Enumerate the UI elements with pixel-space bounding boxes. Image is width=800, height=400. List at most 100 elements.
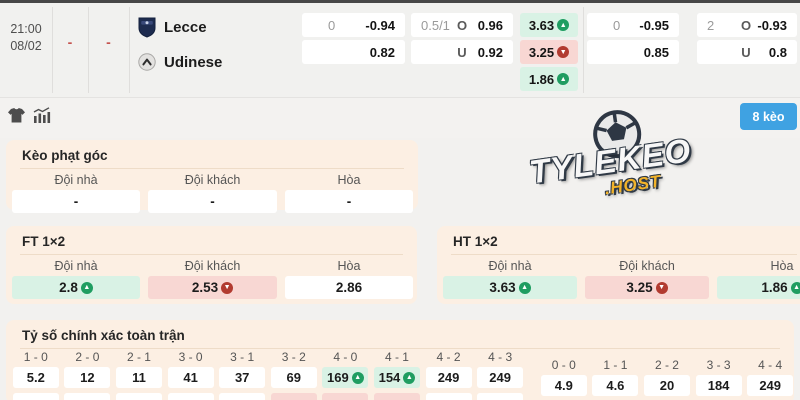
over-label: O: [740, 17, 752, 33]
score-column: 1 - 1 4.6: [590, 358, 642, 396]
score-odds-cell-next-row[interactable]: [425, 393, 472, 400]
score-odds-cell-next-row[interactable]: [64, 393, 111, 400]
odds-value: 3.25: [528, 44, 555, 60]
corner-home-cell[interactable]: -: [12, 190, 140, 213]
score-label: 1 - 0: [23, 350, 48, 364]
score-odds-cell[interactable]: 20: [643, 375, 690, 396]
x12-away-cell[interactable]: 3.25 ▼: [520, 40, 578, 64]
x12-draw-cell[interactable]: 1.86 ▲: [520, 67, 578, 91]
score-odds-cell-next-row[interactable]: [115, 393, 162, 400]
divider: [129, 7, 130, 93]
panel-title-wrap: HT 1×2: [451, 226, 797, 255]
corner-cells: - - -: [6, 187, 418, 213]
score-column: 2 - 0 12: [62, 350, 114, 400]
odds-value: 1.86: [528, 71, 555, 87]
ou-ht-under-cell[interactable]: U 0.8: [697, 40, 797, 64]
ht-away-cell[interactable]: 3.25 ▼: [585, 276, 709, 299]
stats-chart-icon[interactable]: [33, 107, 51, 123]
ou-ft-over-cell[interactable]: 0.5/1 O 0.96: [411, 13, 513, 37]
score-odds-cell-next-row[interactable]: [477, 393, 524, 400]
score-odds-cell[interactable]: 249: [747, 375, 794, 396]
odds-value: 2.86: [335, 280, 363, 295]
score-odds-cell-next-row[interactable]: [373, 393, 420, 400]
correct-score-right-group: 0 - 0 4.9 1 - 1 4.6 2 - 2 20 3 - 3 184 4 - 4 249: [538, 358, 796, 396]
draw-header: Hòa: [337, 173, 361, 187]
score-column: 3 - 0 41: [165, 350, 217, 400]
match-date: 08/02: [10, 39, 42, 53]
score-odds-cell[interactable]: 12: [64, 367, 111, 388]
panel-title-wrap: FT 1×2: [20, 226, 403, 255]
score-column: 3 - 3 184: [693, 358, 745, 396]
odds-value: 249: [759, 378, 782, 393]
score-label: 3 - 1: [230, 350, 255, 364]
odds-value: 0.96: [477, 17, 503, 33]
odds-value: -: [210, 194, 215, 209]
score-odds-cell[interactable]: 11: [115, 367, 162, 388]
score-odds-cell-next-row[interactable]: [12, 393, 59, 400]
score-odds-cell[interactable]: 41: [167, 367, 214, 388]
handicap-ft-away-cell[interactable]: 0.82: [302, 40, 405, 64]
handicap-ht-away-cell[interactable]: 0.85: [587, 40, 679, 64]
score-odds-cell[interactable]: 4.6: [592, 375, 639, 396]
score-column: 4 - 0 169 ▲: [320, 350, 372, 400]
score-column: 4 - 3 249: [474, 350, 526, 400]
ht-home-cell[interactable]: 3.63 ▲: [443, 276, 577, 299]
score-odds-cell-next-row[interactable]: [167, 393, 214, 400]
trend-up-icon: ▲: [403, 371, 416, 384]
home-team-row[interactable]: Lecce: [138, 17, 207, 38]
score-odds-cell[interactable]: 37: [219, 367, 266, 388]
score-odds-cell[interactable]: 4.9: [540, 375, 587, 396]
udinese-circle-logo: [138, 53, 156, 71]
odds-value: 0.8: [768, 44, 787, 60]
odds-value: 2.53: [191, 280, 219, 295]
odds-count-button[interactable]: 8 kèo: [740, 103, 797, 130]
ft-1x2-panel: FT 1×2 Đội nhà Đội khách Hòa 2.8 ▲ 2.53 ▼ …: [6, 226, 417, 304]
score-odds-cell[interactable]: 184: [695, 375, 742, 396]
ht-draw-cell[interactable]: 1.86 ▲: [717, 276, 800, 299]
score-column: 4 - 2 249: [423, 350, 475, 400]
handicap-ft-home-cell[interactable]: 0 -0.94: [302, 13, 405, 37]
odds-value: 4.6: [606, 378, 625, 393]
correct-score-title: Tỷ số chính xác toàn trận: [22, 328, 185, 343]
panel-title-wrap: Tỷ số chính xác toàn trận: [20, 320, 780, 349]
ft-away-cell[interactable]: 2.53 ▼: [148, 276, 277, 299]
away-header: Đội khách: [184, 173, 241, 187]
home-header: Đội nhà: [488, 259, 532, 273]
ou-line: 2: [707, 17, 715, 33]
score-odds-cell-next-row[interactable]: [270, 393, 317, 400]
ft-headers: Đội nhà Đội khách Hòa: [6, 255, 417, 273]
divider: [88, 7, 89, 93]
odds-value: 3.63: [489, 280, 516, 295]
ou-ht-over-cell[interactable]: 2 O -0.93: [697, 13, 797, 37]
jersey-icon[interactable]: [8, 108, 26, 124]
score-odds-cell[interactable]: 249: [425, 367, 472, 388]
odds-value: -: [73, 194, 79, 209]
divider: [583, 7, 584, 93]
score-odds-cell-next-row[interactable]: [322, 393, 369, 400]
score-column: 4 - 1 154 ▲: [371, 350, 423, 400]
trend-down-icon: ▼: [221, 281, 234, 294]
x12-home-cell[interactable]: 3.63 ▲: [520, 13, 578, 37]
score-odds-cell-next-row[interactable]: [219, 393, 266, 400]
ft-home-cell[interactable]: 2.8 ▲: [12, 276, 140, 299]
score-label: 4 - 4: [758, 358, 783, 372]
handicap-ht-home-cell[interactable]: 0 -0.95: [587, 13, 679, 37]
trend-up-icon: ▲: [80, 281, 93, 294]
score-odds-cell[interactable]: 69: [270, 367, 317, 388]
odds-value: 1.86: [761, 280, 788, 295]
score-odds-cell[interactable]: 249: [477, 367, 524, 388]
away-team-row[interactable]: Udinese: [138, 53, 222, 71]
score-dash-1: -: [67, 34, 73, 50]
ft-cells: 2.8 ▲ 2.53 ▼ 2.86: [6, 273, 417, 299]
away-team-name: Udinese: [164, 53, 223, 71]
ft-draw-cell[interactable]: 2.86: [285, 276, 413, 299]
ou-ft-under-cell[interactable]: U 0.92: [411, 40, 513, 64]
score-odds-cell[interactable]: 169 ▲: [322, 367, 369, 388]
score-label: 0 - 0: [551, 358, 576, 372]
under-label: U: [741, 44, 751, 60]
score-odds-cell[interactable]: 154 ▲: [373, 367, 420, 388]
odds-value: -: [346, 194, 352, 209]
score-odds-cell[interactable]: 5.2: [12, 367, 59, 388]
corner-draw-cell[interactable]: -: [285, 190, 413, 213]
corner-away-cell[interactable]: -: [148, 190, 277, 213]
